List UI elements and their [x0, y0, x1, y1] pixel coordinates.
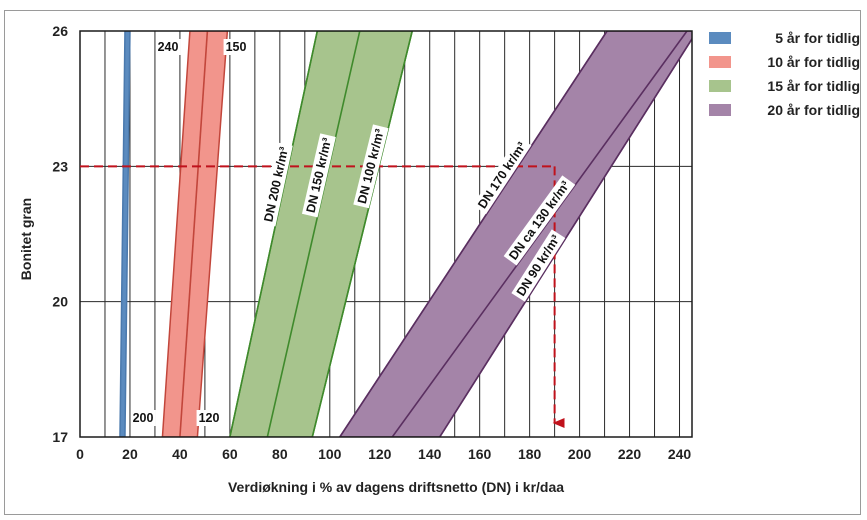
legend-label: 5 år for tidlig — [775, 30, 860, 46]
legend-swatch — [709, 32, 731, 44]
y-tick-label: 23 — [52, 158, 68, 174]
x-tick-label: 40 — [172, 446, 188, 462]
band-edge-label-bg — [130, 410, 156, 426]
x-axis-title: Verdiøkning i % av dagens driftsnetto (D… — [228, 479, 564, 495]
legend-label: 15 år for tidlig — [767, 78, 860, 94]
band-edge-label-bg — [196, 410, 222, 426]
line-label-bg — [301, 133, 336, 218]
band-edge-label-bg — [223, 39, 249, 55]
line-label-bg — [503, 175, 576, 266]
legend-label: 10 år for tidlig — [767, 54, 860, 70]
series-line-3-3 — [311, 31, 414, 437]
band-edge-label: 240 — [158, 40, 179, 54]
line-label-bg — [353, 124, 389, 209]
legend-label: 20 år for tidlig — [767, 102, 860, 118]
legend-swatch — [709, 104, 731, 116]
x-tick-label: 220 — [618, 446, 642, 462]
x-tick-label: 140 — [418, 446, 442, 462]
series-line-4-1 — [339, 31, 608, 437]
band-edge-label: 200 — [133, 411, 154, 425]
band-edge-label: 150 — [226, 40, 247, 54]
y-tick-label: 26 — [52, 23, 68, 39]
x-tick-label: 120 — [368, 446, 392, 462]
band-2 — [161, 31, 229, 437]
x-tick-label: 100 — [318, 446, 342, 462]
band-edge-label-bg — [155, 39, 181, 55]
series-line-3-1 — [229, 31, 319, 437]
x-tick-label: 20 — [122, 446, 138, 462]
line-label-bg — [511, 229, 566, 302]
series-line-4-3 — [439, 37, 692, 437]
legend-swatch — [709, 56, 731, 68]
band-edge-label: 120 — [199, 411, 220, 425]
line-label-bg — [259, 142, 293, 227]
y-axis-title: Bonitet gran — [18, 198, 34, 280]
series-line-3-2 — [266, 31, 361, 437]
y-tick-label: 20 — [52, 294, 68, 310]
series-line-4-2 — [391, 31, 688, 437]
x-tick-label: 200 — [568, 446, 592, 462]
x-tick-label: 80 — [272, 446, 288, 462]
x-tick-label: 160 — [468, 446, 492, 462]
x-tick-label: 60 — [222, 446, 238, 462]
plot-area-border — [79, 30, 693, 438]
x-tick-label: 180 — [518, 446, 542, 462]
band-1 — [119, 31, 131, 437]
x-tick-label: 240 — [668, 446, 692, 462]
series-line-2-1 — [179, 31, 209, 437]
line-label-bg — [472, 136, 532, 215]
legend-swatch — [709, 80, 731, 92]
y-tick-label: 17 — [52, 429, 68, 445]
x-tick-label: 0 — [76, 446, 84, 462]
